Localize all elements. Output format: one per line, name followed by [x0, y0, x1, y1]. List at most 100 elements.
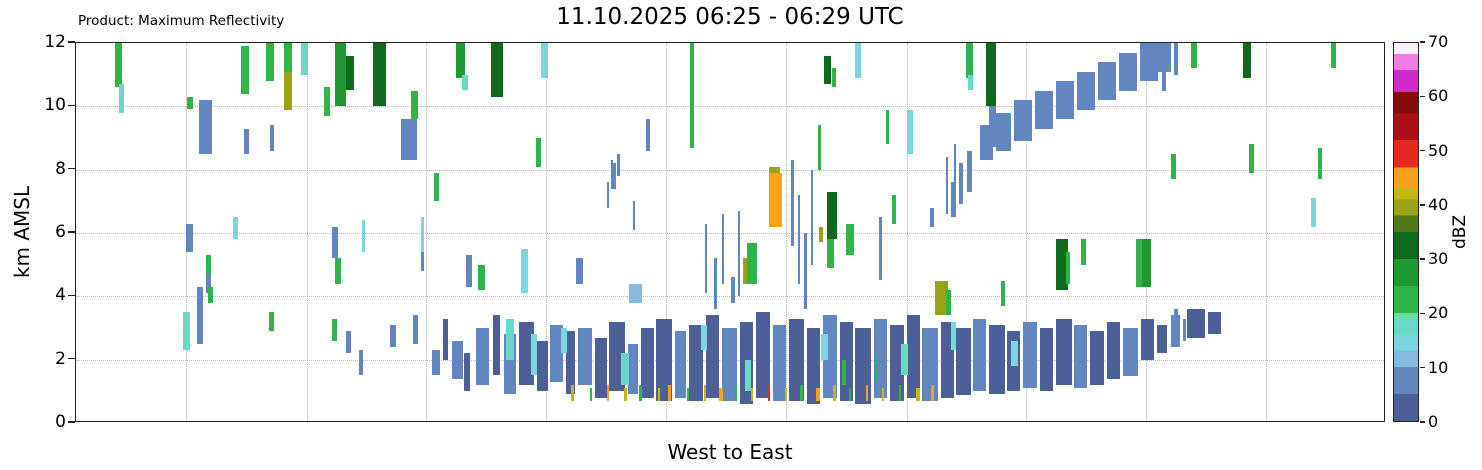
reflectivity-cell [432, 350, 441, 376]
reflectivity-cell [361, 220, 366, 252]
reflectivity-cell [1040, 328, 1054, 392]
reflectivity-cell [475, 328, 489, 385]
colorbar-tick-label: 40 [1428, 194, 1449, 214]
reflectivity-cell [1118, 52, 1138, 91]
gridline-vertical [786, 43, 787, 421]
y-tick-label: 4 [55, 285, 66, 306]
reflectivity-cell [979, 125, 993, 161]
reflectivity-cell [463, 353, 471, 392]
reflectivity-cell [935, 280, 949, 316]
reflectivity-cell [824, 55, 831, 85]
reflectivity-cell [565, 331, 576, 395]
reflectivity-cell [951, 321, 957, 351]
y-tick-label: 2 [55, 348, 66, 369]
reflectivity-cell [674, 331, 687, 398]
reflectivity-cell [755, 312, 771, 398]
reflectivity-cell [537, 340, 548, 392]
reflectivity-cell [576, 258, 583, 284]
reflectivity-cell [875, 356, 878, 379]
reflectivity-cell [1173, 309, 1178, 332]
reflectivity-cell [621, 353, 629, 385]
reflectivity-cell [199, 100, 213, 154]
colorbar-tick-label: 50 [1428, 140, 1449, 160]
reflectivity-cell [640, 328, 654, 398]
reflectivity-cell [645, 119, 650, 151]
reflectivity-cell [816, 388, 820, 401]
reflectivity-cell [881, 388, 885, 401]
reflectivity-cell [989, 324, 1005, 395]
reflectivity-cell [390, 324, 396, 347]
y-tick-label: 0 [55, 412, 66, 432]
reflectivity-cell [690, 43, 695, 148]
reflectivity-cell [703, 385, 707, 401]
colorbar-tick-label: 10 [1428, 357, 1449, 377]
gridline-vertical [1025, 43, 1027, 421]
y-tick-mark [68, 421, 75, 423]
reflectivity-cell [420, 252, 425, 271]
reflectivity-cell [689, 324, 704, 401]
reflectivity-cell [719, 388, 724, 401]
reflectivity-cell [284, 43, 293, 72]
reflectivity-cell [187, 96, 193, 110]
reflectivity-cell [915, 388, 920, 401]
reflectivity-cell [826, 239, 835, 268]
gridline-vertical [425, 43, 427, 421]
reflectivity-cell [769, 172, 783, 227]
reflectivity-cell [657, 388, 661, 401]
reflectivity-cell [628, 283, 642, 303]
reflectivity-cell [1183, 318, 1186, 341]
reflectivity-cell [968, 74, 974, 91]
reflectivity-cell [995, 112, 1012, 151]
reflectivity-cell [301, 43, 308, 75]
reflectivity-cell [906, 109, 913, 154]
reflectivity-cell [788, 318, 805, 401]
reflectivity-cell [632, 201, 636, 230]
reflectivity-cell [560, 328, 568, 354]
reflectivity-cell [411, 90, 418, 119]
y-tick-mark [68, 294, 75, 296]
gridline-horizontal [76, 106, 1384, 108]
y-tick-label: 8 [55, 158, 66, 179]
reflectivity-cell [606, 385, 610, 401]
reflectivity-cell [205, 274, 211, 294]
reflectivity-cell [810, 169, 814, 265]
colorbar-tick-label: 30 [1428, 249, 1449, 269]
reflectivity-cell [119, 84, 125, 113]
reflectivity-cell [627, 343, 638, 395]
colorbar-tick-mark [1420, 95, 1425, 97]
reflectivity-cell [1074, 324, 1088, 389]
reflectivity-cell [541, 43, 548, 78]
colorbar-tick-mark [1420, 258, 1425, 260]
reflectivity-cell [466, 255, 472, 287]
reflectivity-cell [1190, 43, 1198, 69]
y-tick-label: 6 [55, 222, 66, 242]
reflectivity-cell [1089, 331, 1105, 385]
reflectivity-cell [491, 43, 504, 97]
reflectivity-cell [331, 226, 338, 259]
reflectivity-cell [846, 223, 855, 256]
reflectivity-cell [268, 312, 274, 332]
reflectivity-cell [594, 337, 607, 398]
reflectivity-cell [804, 233, 807, 309]
reflectivity-cell [945, 157, 949, 214]
reflectivity-cell [433, 172, 439, 202]
chart-title: 11.10.2025 06:25 - 06:29 UTC [556, 4, 904, 30]
reflectivity-cell [767, 385, 771, 401]
colorbar-tick-mark [1420, 367, 1425, 369]
reflectivity-cell [772, 324, 786, 401]
reflectivity-cell [797, 195, 801, 284]
reflectivity-cell [745, 359, 751, 392]
reflectivity-cell [885, 109, 890, 145]
reflectivity-cell [1055, 239, 1068, 290]
colorbar-tick-label: 60 [1428, 86, 1449, 106]
reflectivity-cell [1080, 239, 1086, 265]
reflectivity-cell [478, 264, 485, 290]
reflectivity-cell [284, 71, 293, 110]
reflectivity-cell [930, 207, 934, 227]
reflectivity-cell [817, 125, 822, 170]
reflectivity-cell [589, 388, 593, 401]
reflectivity-cell [855, 43, 861, 78]
colorbar-tick-label: 70 [1428, 32, 1449, 51]
reflectivity-cell [1207, 312, 1221, 335]
